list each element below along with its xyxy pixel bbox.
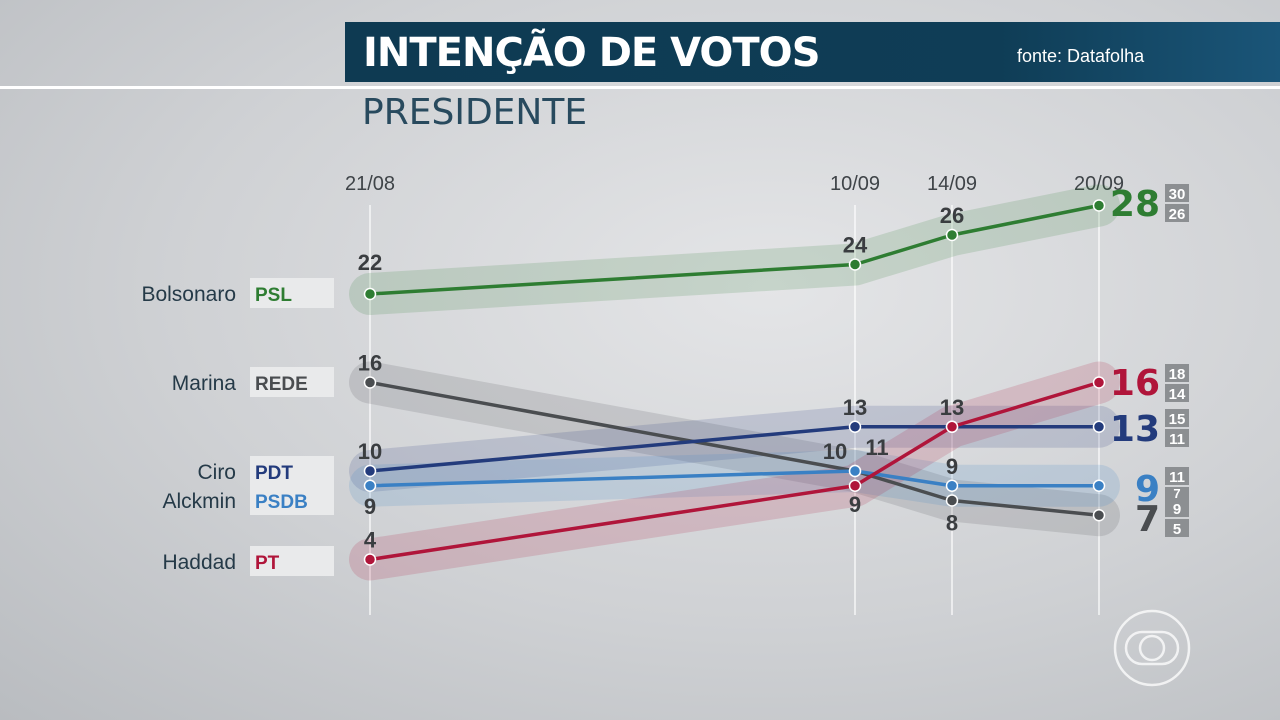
series-line-haddad bbox=[369, 380, 1100, 562]
final-value-marina: 7 bbox=[1135, 499, 1160, 540]
data-point-haddad-2 bbox=[945, 420, 959, 433]
margin-box-high-bolsonaro bbox=[1165, 184, 1189, 202]
margin-box-high-ciro bbox=[1165, 409, 1189, 427]
value-label-marina-0: 16 bbox=[358, 351, 382, 376]
series-line-marina bbox=[369, 380, 1100, 517]
data-point-marina-2 bbox=[945, 494, 959, 507]
margin-box-low-ciro bbox=[1165, 429, 1189, 447]
x-tick-label-0: 21/08 bbox=[345, 173, 395, 195]
margin-low-alckmin: 7 bbox=[1173, 486, 1180, 501]
data-point-alckmin-0 bbox=[363, 479, 377, 492]
party-badge-marina bbox=[250, 367, 334, 397]
final-value-bolsonaro: 28 bbox=[1110, 184, 1160, 225]
candidate-name-marina: Marina bbox=[172, 372, 237, 395]
series-line-ciro bbox=[369, 425, 1099, 473]
party-badge-haddad bbox=[250, 546, 334, 576]
final-value-haddad: 16 bbox=[1110, 363, 1160, 404]
data-point-marina-3 bbox=[1092, 509, 1106, 522]
data-point-ciro-3 bbox=[1092, 420, 1106, 433]
series-band-bolsonaro bbox=[349, 184, 1120, 315]
margin-box-high-marina bbox=[1165, 499, 1189, 517]
value-label-haddad-1: 9 bbox=[849, 492, 861, 517]
data-point-ciro-0 bbox=[363, 464, 377, 478]
chart-title: INTENÇÃO DE VOTOS bbox=[363, 30, 820, 76]
party-label-alckmin: PSDB bbox=[255, 492, 308, 513]
party-label-haddad: PT bbox=[255, 553, 280, 574]
source-label: fonte: Datafolha bbox=[1017, 46, 1145, 66]
value-label-bolsonaro-0: 22 bbox=[358, 250, 382, 275]
party-label-ciro: PDT bbox=[255, 463, 293, 484]
x-tick-label-3: 20/09 bbox=[1074, 173, 1124, 195]
party-label-bolsonaro: PSL bbox=[255, 285, 292, 306]
margin-low-haddad: 14 bbox=[1169, 386, 1186, 403]
data-point-marina-0 bbox=[363, 376, 377, 389]
data-point-bolsonaro-3 bbox=[1092, 199, 1106, 212]
data-point-alckmin-1 bbox=[848, 464, 862, 478]
x-tick-label-2: 14/09 bbox=[927, 173, 977, 195]
margin-box-low-alckmin bbox=[1165, 487, 1189, 499]
value-label-bolsonaro-1: 24 bbox=[843, 233, 868, 258]
value-label-alckmin-2: 9 bbox=[946, 454, 958, 479]
margin-box-high-alckmin bbox=[1165, 467, 1189, 485]
margin-high-alckmin: 11 bbox=[1169, 469, 1185, 486]
margin-box-high-haddad bbox=[1165, 364, 1189, 382]
data-point-alckmin-3 bbox=[1092, 479, 1106, 492]
value-label-bolsonaro-2: 26 bbox=[940, 203, 964, 228]
value-label-haddad-2: 13 bbox=[940, 395, 964, 420]
title-bar: INTENÇÃO DE VOTOS fonte: Datafolha bbox=[345, 22, 1280, 82]
data-point-haddad-3 bbox=[1092, 376, 1106, 389]
party-badge-ciro bbox=[250, 456, 334, 486]
margin-high-bolsonaro: 30 bbox=[1169, 186, 1186, 203]
series-line-bolsonaro bbox=[369, 203, 1100, 296]
data-point-haddad-0 bbox=[363, 553, 377, 566]
series-line-alckmin bbox=[369, 469, 1099, 488]
party-label-marina: REDE bbox=[255, 374, 308, 395]
margin-high-marina: 9 bbox=[1173, 501, 1181, 518]
data-point-alckmin-2 bbox=[945, 479, 959, 492]
data-point-bolsonaro-2 bbox=[945, 228, 959, 242]
margin-low-marina: 5 bbox=[1173, 521, 1181, 538]
margin-low-bolsonaro: 26 bbox=[1169, 206, 1186, 223]
x-tick-label-1: 10/09 bbox=[830, 173, 880, 195]
candidate-name-haddad: Haddad bbox=[162, 551, 236, 574]
candidate-name-ciro: Ciro bbox=[197, 461, 236, 484]
value-label-marina-1: 11 bbox=[865, 435, 888, 460]
data-point-bolsonaro-0 bbox=[363, 287, 377, 301]
value-label-alckmin-1: 10 bbox=[823, 439, 847, 464]
data-point-ciro-1 bbox=[848, 420, 862, 433]
chart-subtitle: PRESIDENTE bbox=[362, 92, 588, 133]
candidate-name-bolsonaro: Bolsonaro bbox=[141, 283, 236, 306]
party-badge-alckmin bbox=[250, 485, 334, 515]
margin-low-ciro: 11 bbox=[1169, 431, 1185, 448]
final-value-alckmin: 9 bbox=[1135, 469, 1160, 510]
data-point-bolsonaro-1 bbox=[848, 258, 862, 271]
value-label-alckmin-0: 9 bbox=[364, 494, 376, 519]
value-label-ciro-0: 10 bbox=[358, 439, 382, 464]
value-label-ciro-1: 13 bbox=[843, 395, 867, 420]
broadcaster-logo-icon bbox=[1113, 609, 1191, 687]
margin-box-low-marina bbox=[1165, 519, 1189, 537]
value-label-marina-2: 8 bbox=[946, 511, 958, 536]
final-value-ciro: 13 bbox=[1110, 409, 1160, 450]
title-divider bbox=[0, 86, 1280, 89]
candidate-name-alckmin: Alckmin bbox=[162, 490, 236, 513]
party-badge-bolsonaro bbox=[250, 278, 334, 308]
margin-high-ciro: 15 bbox=[1169, 411, 1186, 428]
margin-box-low-haddad bbox=[1165, 384, 1189, 402]
margin-box-low-bolsonaro bbox=[1165, 204, 1189, 222]
value-label-haddad-0: 4 bbox=[364, 528, 377, 553]
data-point-haddad-1 bbox=[848, 479, 862, 492]
margin-high-haddad: 18 bbox=[1169, 366, 1186, 383]
